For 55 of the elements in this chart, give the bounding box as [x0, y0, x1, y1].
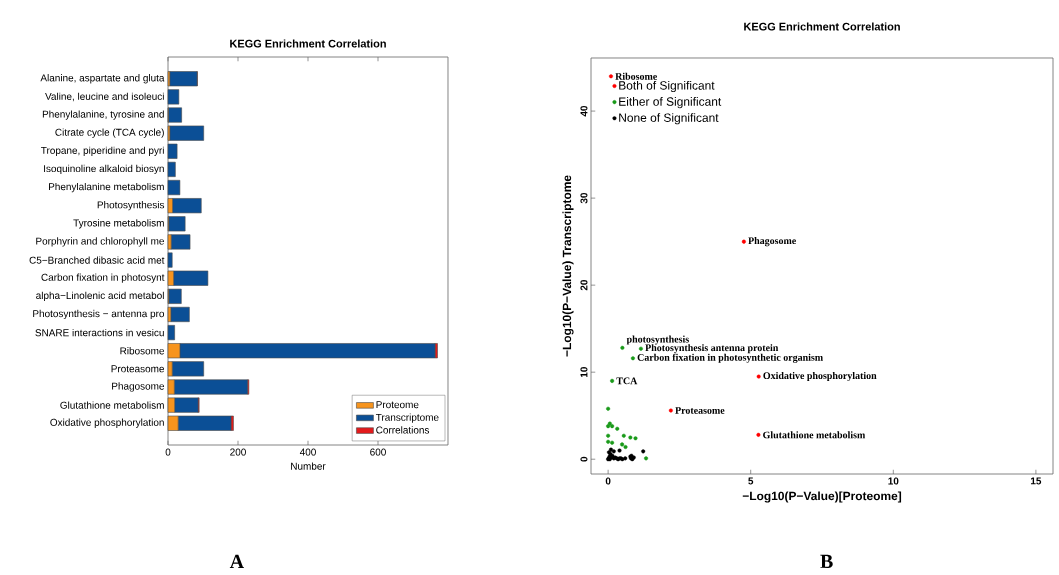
- chart-title: KEGG Enrichment Correlation: [744, 22, 900, 31]
- y-tick-label: Photosynthesis: [97, 201, 165, 211]
- y-tick-label: Ribosome: [120, 347, 165, 355]
- y-tick-label: Phenylalanine, tyrosine and: [42, 110, 164, 120]
- y-tick-label: Tropane, piperidine and pyri: [41, 146, 164, 156]
- x-axis-title: Number: [291, 462, 326, 470]
- annotation: Proteasome: [675, 407, 725, 414]
- y-tick-label: Photosynthesis − antenna pro: [33, 309, 165, 320]
- x-tick-label: 15: [1030, 477, 1042, 485]
- y-tick-label: 30: [580, 192, 588, 204]
- x-tick-label: 200: [230, 448, 246, 456]
- annotation: Oxidative phosphorylation: [763, 371, 877, 382]
- text: B: [820, 554, 833, 568]
- x-tick-label: 0: [605, 477, 611, 485]
- legend-label: Both of Significant: [619, 80, 715, 93]
- y-tick-label: alpha−Linolenic acid metabol: [36, 291, 164, 301]
- y-tick-label: Carbon fixation in photosynt: [41, 273, 165, 283]
- legend-label: Proteome: [376, 401, 419, 409]
- y-tick-label: C5−Branched dibasic acid met: [29, 256, 165, 264]
- x-tick-label: 400: [299, 448, 316, 456]
- annotation: Glutathione metabolism: [763, 431, 866, 439]
- chart-title: KEGG Enrichment Correlation: [230, 39, 386, 48]
- y-tick-label: Tyrosine metabolism: [73, 219, 164, 229]
- y-tick-label: Glutathione metabolism: [60, 401, 164, 409]
- y-tick-label: Proteasome: [111, 365, 165, 373]
- x-tick-label: 5: [748, 477, 754, 485]
- annotation: Ribosome: [615, 72, 657, 80]
- y-tick-label: 10: [580, 367, 588, 378]
- y-tick-label: 40: [580, 105, 588, 117]
- y-tick-label: 0: [580, 456, 588, 462]
- x-tick-label: 600: [370, 448, 386, 456]
- annotation: TCA: [616, 377, 638, 385]
- y-tick-label: Isoquinoline alkaloid biosyn: [44, 164, 164, 175]
- x-tick-label: 10: [888, 477, 899, 485]
- y-tick-label: Phenylalanine metabolism: [48, 182, 164, 193]
- legend-label: Correlations: [376, 426, 430, 434]
- text: A: [229, 554, 244, 568]
- y-tick-label: Citrate cycle (TCA cycle): [55, 128, 164, 138]
- y-tick-label: Alanine, aspartate and gluta: [40, 74, 165, 84]
- annotation: Carbon fixation in photosynthetic organism: [637, 353, 823, 363]
- annotation: Photosynthesis antenna protein: [645, 344, 779, 354]
- x-axis-title: −Log10(P−Value)[Proteome]: [742, 491, 902, 503]
- y-tick-label: 20: [580, 280, 588, 291]
- y-tick-label: SNARE interactions in vesicu: [35, 328, 164, 337]
- y-axis-title: −Log10(P−Value) Transcriptome: [562, 175, 574, 357]
- legend-label: Either of Significant: [619, 97, 722, 109]
- y-tick-label: Valine, leucine and isoleuci: [45, 92, 164, 102]
- legend-label: None of Significant: [619, 113, 719, 125]
- y-tick-label: Oxidative phosphorylation: [50, 418, 164, 428]
- y-tick-label: Porphyrin and chlorophyll me: [36, 237, 164, 247]
- x-tick-label: 0: [165, 448, 171, 456]
- y-tick-label: Phagosome: [112, 382, 165, 392]
- annotation: Phagosome: [748, 237, 796, 247]
- annotation: photosynthesis: [626, 335, 689, 345]
- legend-label: Transcriptome: [375, 413, 439, 423]
